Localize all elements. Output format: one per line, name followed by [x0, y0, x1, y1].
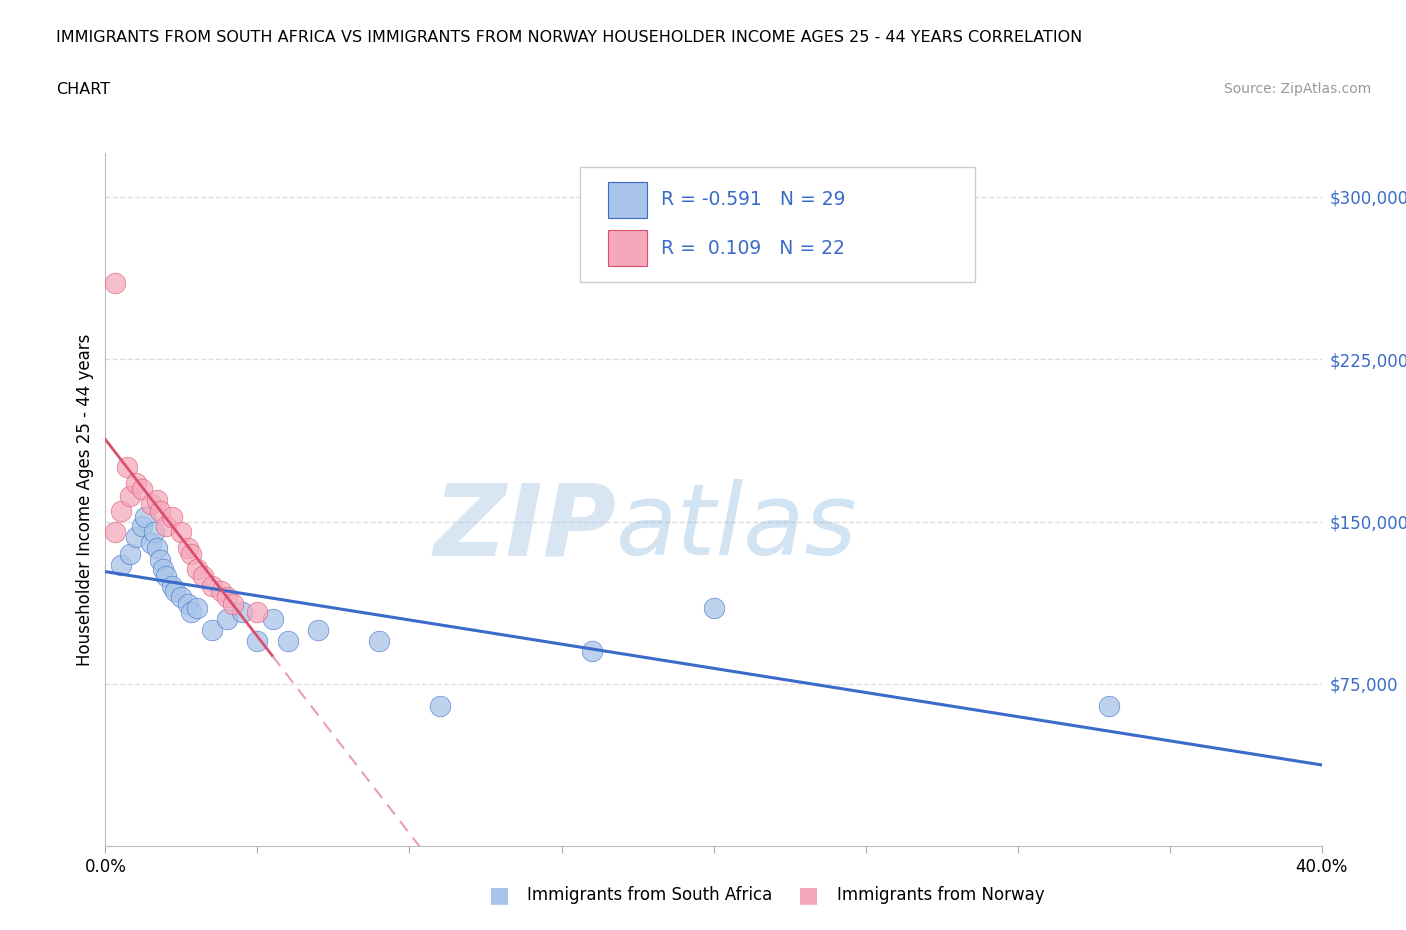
Point: [125, 475, 148, 490]
Point: [170, 525, 193, 539]
Point: [134, 510, 156, 525]
Point: [307, 622, 329, 637]
Point: [1098, 698, 1121, 713]
Text: CHART: CHART: [56, 82, 110, 97]
Point: [131, 482, 153, 497]
Point: [162, 510, 184, 525]
Text: Immigrants from South Africa: Immigrants from South Africa: [527, 885, 772, 904]
Point: [368, 633, 391, 648]
Point: [118, 488, 141, 503]
Point: [217, 612, 239, 627]
Point: [246, 633, 269, 648]
Text: Source: ZipAtlas.com: Source: ZipAtlas.com: [1223, 82, 1371, 96]
Point: [581, 644, 603, 658]
Point: [186, 601, 208, 616]
Text: R = -0.591   N = 29: R = -0.591 N = 29: [661, 191, 846, 209]
Point: [103, 276, 125, 291]
Point: [139, 536, 162, 551]
Text: Immigrants from Norway: Immigrants from Norway: [837, 885, 1045, 904]
Bar: [607, 182, 647, 218]
Point: [110, 503, 132, 518]
Bar: [607, 231, 647, 266]
Point: [186, 562, 208, 577]
Point: [115, 460, 138, 475]
Point: [277, 633, 299, 648]
Point: [201, 579, 224, 594]
Text: ZIP: ZIP: [433, 479, 616, 576]
Point: [217, 590, 239, 604]
Point: [231, 605, 253, 620]
Point: [246, 605, 269, 620]
Text: atlas: atlas: [616, 479, 858, 576]
Text: ■: ■: [489, 884, 509, 905]
Point: [201, 622, 224, 637]
Point: [152, 562, 174, 577]
Y-axis label: Householder Income Ages 25 - 44 years: Householder Income Ages 25 - 44 years: [76, 334, 94, 666]
Point: [125, 529, 148, 544]
Point: [180, 605, 202, 620]
Point: [209, 583, 232, 598]
Point: [155, 518, 177, 533]
Point: [155, 568, 177, 583]
Point: [139, 497, 162, 512]
Point: [149, 553, 172, 568]
Point: [143, 525, 166, 539]
Point: [222, 596, 245, 611]
Point: [176, 596, 198, 611]
Point: [262, 612, 284, 627]
Point: [702, 601, 725, 616]
Text: IMMIGRANTS FROM SOUTH AFRICA VS IMMIGRANTS FROM NORWAY HOUSEHOLDER INCOME AGES 2: IMMIGRANTS FROM SOUTH AFRICA VS IMMIGRAN…: [56, 30, 1083, 45]
Point: [103, 525, 125, 539]
Point: [191, 568, 214, 583]
Point: [149, 503, 172, 518]
Point: [110, 557, 132, 572]
Point: [180, 547, 202, 562]
Text: ■: ■: [799, 884, 818, 905]
Point: [131, 518, 153, 533]
Text: R =  0.109   N = 22: R = 0.109 N = 22: [661, 239, 845, 258]
FancyBboxPatch shape: [579, 167, 974, 282]
Point: [146, 493, 169, 508]
Point: [170, 590, 193, 604]
Point: [165, 583, 187, 598]
Point: [146, 540, 169, 555]
Point: [429, 698, 451, 713]
Point: [162, 579, 184, 594]
Point: [176, 540, 198, 555]
Point: [118, 547, 141, 562]
